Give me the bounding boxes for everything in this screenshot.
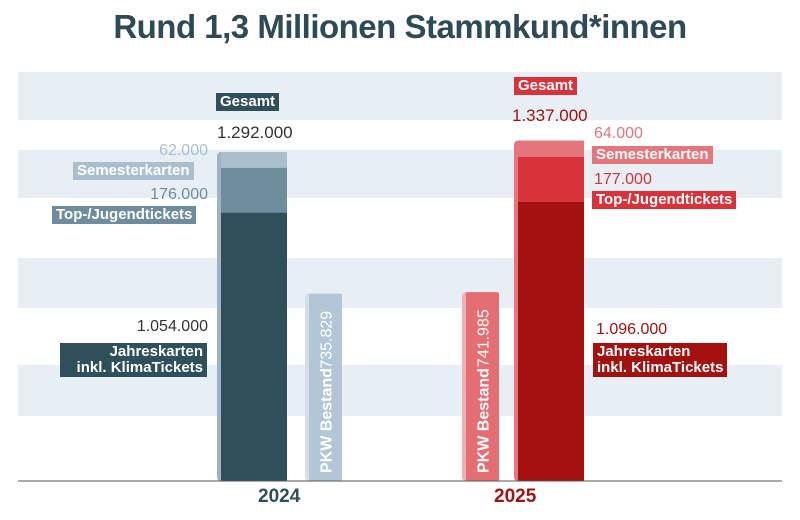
pkw-bar-2025 — [466, 292, 499, 481]
jahres-label-2025-line2: inkl. KlimaTickets — [597, 358, 724, 376]
jahres-label-2024-line2: inkl. KlimaTickets — [76, 358, 203, 376]
total-label-2025: 1.337.000 — [512, 106, 588, 125]
jahres-label-2025: Jahreskarten inkl. KlimaTickets — [593, 343, 728, 377]
jahres-label-2024: Jahreskarten inkl. KlimaTickets — [60, 343, 207, 377]
jahres-label-2024-line1: Jahreskarten — [109, 343, 203, 360]
pkw-bar-2024 — [309, 293, 342, 481]
semester-label-2024: Semesterkarten — [73, 162, 194, 180]
year-label-2024: 2024 — [258, 486, 301, 507]
top-value-2025: 177.000 — [594, 171, 652, 188]
top-jugendtickets-bar-segment-2024 — [221, 167, 287, 213]
top-jugendtickets-bar-segment-2025 — [518, 156, 584, 202]
semesterkarten-bar-segment-2025 — [518, 140, 584, 157]
top-label-2025: Top-/Jugendtickets — [592, 191, 737, 209]
background-stripe — [18, 72, 782, 120]
jahreskarten-bar-segment-2025 — [518, 201, 584, 482]
pkw-label-2024: PKW Bestand — [319, 368, 336, 473]
semesterkarten-bar-segment-2024 — [221, 152, 287, 168]
semester-value-2025: 64.000 — [594, 125, 643, 142]
pkw-value-2025: 741.985 — [476, 309, 493, 367]
top-value-2024: 176.000 — [150, 186, 208, 203]
gesamt-label-2024: Gesamt — [216, 93, 280, 111]
jahreskarten-bar-segment-2024 — [221, 212, 287, 482]
jahres-value-2024: 1.054.000 — [136, 318, 208, 335]
jahres-value-2025: 1.096.000 — [596, 321, 668, 338]
top-label-2024: Top-/Jugendtickets — [52, 206, 197, 224]
background-stripe — [18, 258, 782, 308]
gesamt-label-2025: Gesamt — [514, 77, 578, 95]
total-label-2024: 1.292.000 — [217, 123, 293, 142]
year-label-2025: 2025 — [494, 486, 537, 507]
jahres-label-2025-line1: Jahreskarten — [597, 343, 691, 360]
pkw-label-2025: PKW Bestand — [476, 368, 493, 473]
semester-label-2025: Semesterkarten — [592, 146, 713, 164]
chart-title: Rund 1,3 Millionen Stammkund*innen — [113, 8, 687, 45]
semester-value-2024: 62.000 — [159, 142, 208, 159]
pkw-value-2024: 735.829 — [319, 311, 336, 369]
